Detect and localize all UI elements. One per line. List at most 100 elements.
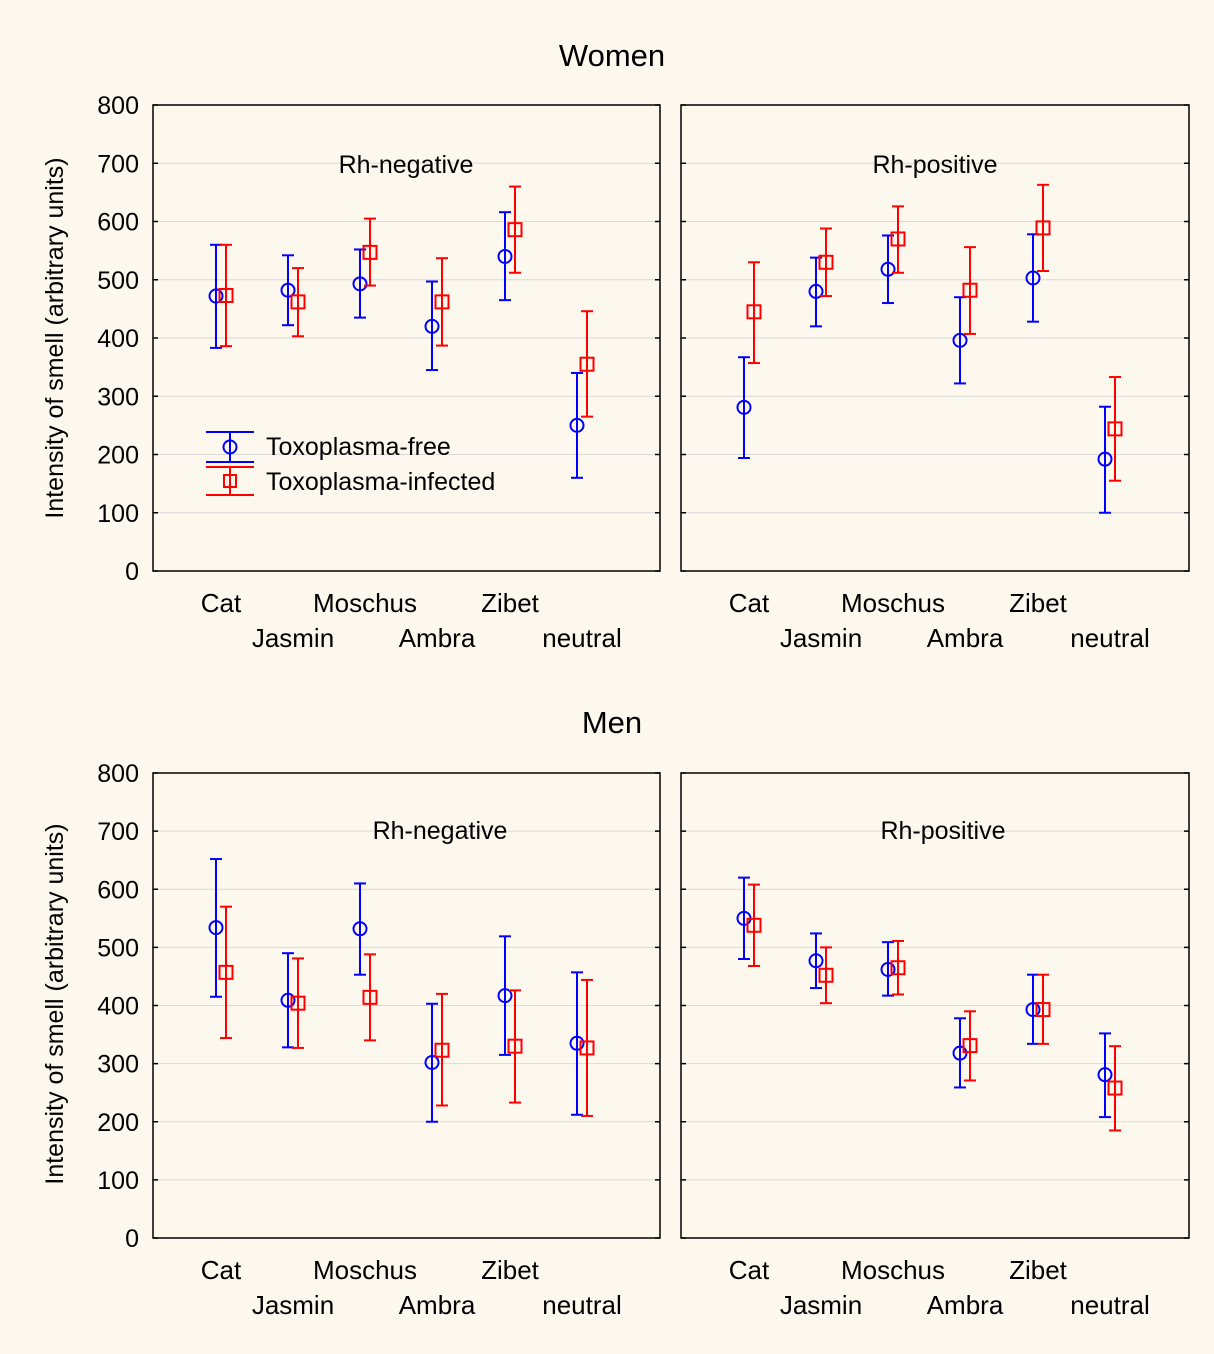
data-point [208,288,224,304]
data-point [1097,451,1113,467]
data-point [579,1040,595,1056]
x-tick-label: Zibet [1009,588,1068,618]
data-point [362,989,378,1005]
y-tick-label: 600 [97,209,139,237]
data-point [818,254,834,270]
data-point [569,1035,585,1051]
series-toxoplasma-infected [218,905,595,1117]
data-point [962,282,978,298]
data-point [218,964,234,980]
x-tick-label: Zibet [481,1255,540,1285]
data-point [880,261,896,277]
panel-women-rh-positive: Rh-positive Cat Jasmin Moschus AmbraZibetneu… [680,104,1190,653]
data-point [880,961,896,977]
data-point [1025,270,1041,286]
y-axis-label-women: Intensity of smell (arbitrary units) [41,157,69,518]
plot-frame [152,772,661,1239]
x-tick-label: Cat [201,1255,242,1285]
data-point [1107,1080,1123,1096]
y-tick-label: 0 [125,558,139,586]
data-point [569,417,585,433]
x-tick-label: Moschus [841,588,945,618]
x-tick-label: neutral [1070,623,1150,653]
y-tick-label: 0 [125,1225,139,1253]
panel-subtitle: Rh-positive [880,817,1005,845]
data-point [352,276,368,292]
data-point [424,1054,440,1070]
y-tick-label: 600 [97,876,139,904]
y-axis-label-men: Intensity of smell (arbitrary units) [41,823,69,1184]
x-tick-label: Jasmin [252,1290,334,1320]
y-tick-label: 400 [97,325,139,353]
data-point [434,1042,450,1058]
panel-men-rh-positive: Rh-positive Cat Jasmin Moschus AmbraZibetneu… [680,772,1190,1320]
data-point [952,1045,968,1061]
y-tick-label: 500 [97,934,139,962]
data-point [280,992,296,1008]
data-point [1025,1002,1041,1018]
series-toxoplasma-free [736,233,1113,514]
x-tick-label: Zibet [1009,1255,1068,1285]
data-point [507,222,523,238]
data-point [434,294,450,310]
y-tick-label: 500 [97,267,139,295]
data-point [890,960,906,976]
x-tick-label: Cat [729,588,770,618]
data-point [290,995,306,1011]
data-point [952,332,968,348]
y-tick-label: 800 [97,92,139,120]
data-point [497,988,513,1004]
y-tick-label: 100 [97,500,139,528]
series-toxoplasma-infected [746,883,1123,1132]
legend-free-symbol [206,431,254,463]
data-point [962,1038,978,1054]
data-point [497,248,513,264]
x-tick-label: Jasmin [780,623,862,653]
row-title-women: Women [559,38,665,73]
panel-women-rh-negative: 0 100 200 300 400 500 600 700 800 Rh-negative Cat J… [97,92,661,653]
x-tick-label: Jasmin [252,623,334,653]
series-toxoplasma-infected [218,185,595,418]
data-point [736,399,752,415]
y-tick-label: 800 [97,760,139,788]
x-tick-label: Ambra [399,1290,476,1320]
y-tick-label: 300 [97,383,139,411]
panel-subtitle: Rh-negative [339,151,474,179]
x-tick-label: Moschus [313,588,417,618]
panel-subtitle: Rh-negative [373,817,508,845]
data-point [362,244,378,260]
data-point [424,318,440,334]
x-tick-label: Ambra [927,623,1004,653]
legend-free-label: Toxoplasma-free [266,433,451,461]
data-point [280,282,296,298]
data-point [218,287,234,303]
data-point [818,967,834,983]
panel-men-rh-negative: 0 100 200 300 400 500 600 700 800 Rh-negative Cat J… [97,760,661,1320]
data-point [1035,1002,1051,1018]
data-point [352,921,368,937]
data-point [579,356,595,372]
y-tick-label: 300 [97,1051,139,1079]
x-tick-label: neutral [1070,1290,1150,1320]
x-tick-label: neutral [542,1290,622,1320]
data-point [808,283,824,299]
x-tick-label: Cat [729,1255,770,1285]
panels: 0 100 200 300 400 500 600 700 800 Rh-negative Cat J… [97,92,1190,1320]
x-tick-label: Zibet [481,588,540,618]
legend-infected-symbol [206,466,254,496]
x-tick-label: Moschus [313,1255,417,1285]
x-tick-label: Ambra [927,1290,1004,1320]
data-point [808,953,824,969]
y-tick-label: 700 [97,818,139,846]
y-tick-label: 700 [97,150,139,178]
panel-subtitle: Rh-positive [872,151,997,179]
data-point [507,1038,523,1054]
data-point [746,917,762,933]
data-point [208,920,224,936]
data-point [1097,1067,1113,1083]
x-tick-label: Ambra [399,623,476,653]
row-title-men: Men [582,705,642,740]
legend-infected-label: Toxoplasma-infected [266,468,495,496]
